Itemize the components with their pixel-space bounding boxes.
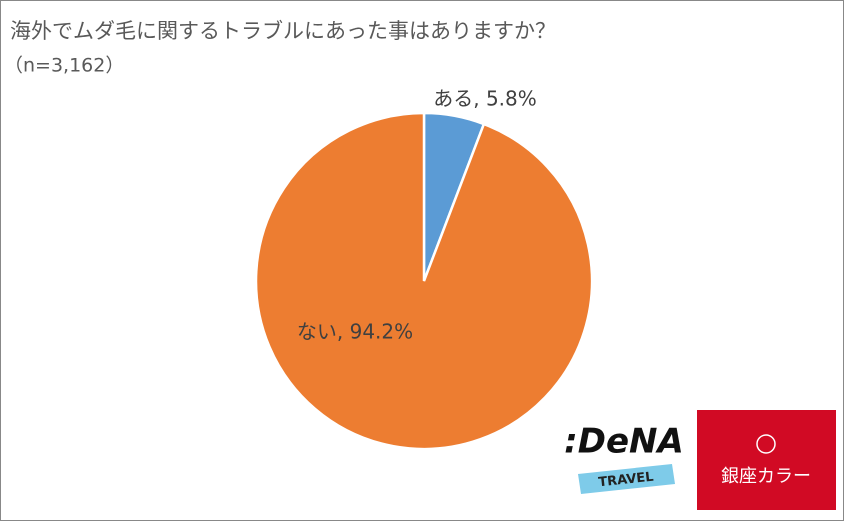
pie-slice [254,111,594,451]
chart-title: 海外でムダ毛に関するトラブルにあった事はありますか？ [10,19,556,43]
data-label: ある, 5.8% [433,87,537,111]
ginza-box [697,410,836,510]
dena-logo: :DeNA TRAVEL [564,422,684,494]
dena-text: :DeNA [564,422,684,462]
data-label: ない, 94.2% [297,320,413,344]
chart-subtitle: （n=3,162） [4,55,124,77]
ginza-logo: 銀座カラー [697,410,836,510]
ginza-icon [756,434,776,454]
ginza-text: 銀座カラー [721,466,811,487]
dena-sub: TRAVEL [598,470,655,491]
dena-banner [578,464,675,494]
